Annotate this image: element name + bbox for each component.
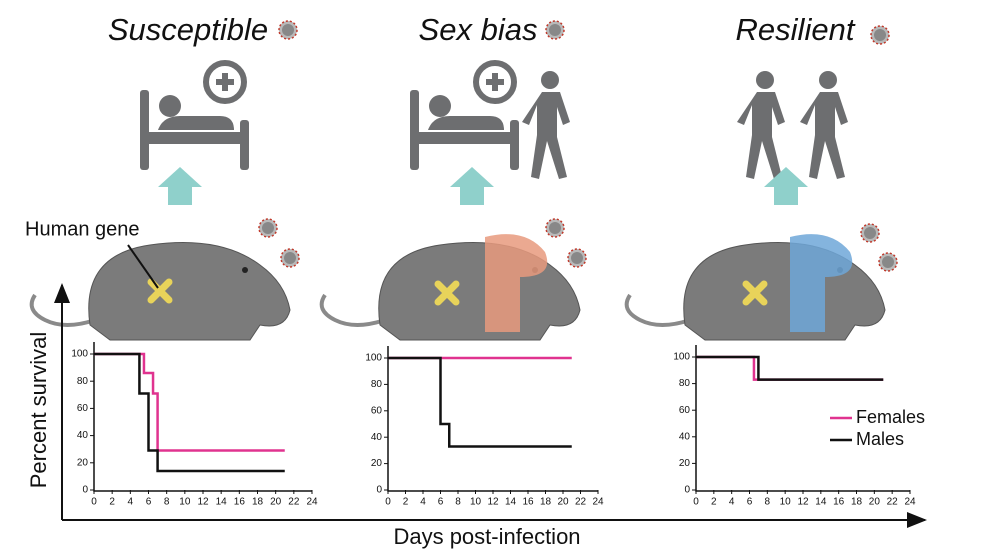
x-tick-label: 20 bbox=[869, 497, 881, 508]
x-tick-label: 8 bbox=[765, 497, 771, 508]
legend-label: Males bbox=[856, 429, 904, 449]
axis bbox=[93, 342, 312, 492]
x-tick-label: 14 bbox=[505, 497, 517, 508]
survival-line bbox=[696, 355, 884, 381]
x-tick-label: 2 bbox=[403, 497, 409, 508]
x-tick-label: 6 bbox=[747, 497, 753, 508]
x-tick-label: 10 bbox=[780, 497, 792, 508]
x-tick-label: 0 bbox=[385, 497, 391, 508]
x-tick-label: 16 bbox=[833, 497, 845, 508]
x-tick-label: 20 bbox=[270, 497, 282, 508]
x-tick-label: 24 bbox=[306, 497, 318, 508]
x-tick-label: 24 bbox=[592, 497, 604, 508]
survival-line bbox=[94, 352, 285, 452]
x-tick-label: 12 bbox=[797, 497, 809, 508]
y-tick-label: 60 bbox=[679, 405, 691, 416]
x-tick-label: 10 bbox=[179, 497, 191, 508]
x-tick-label: 12 bbox=[487, 497, 499, 508]
y-tick-label: 20 bbox=[77, 457, 89, 468]
y-tick-label: 100 bbox=[71, 349, 88, 360]
legend-label: Females bbox=[856, 407, 925, 427]
y-tick-label: 60 bbox=[371, 405, 383, 416]
x-tick-label: 8 bbox=[455, 497, 461, 508]
y-tick-label: 100 bbox=[365, 353, 382, 364]
x-tick-label: 18 bbox=[851, 497, 863, 508]
x-tick-label: 0 bbox=[91, 497, 97, 508]
x-tick-label: 12 bbox=[197, 497, 209, 508]
axis bbox=[387, 346, 598, 492]
panel-title: Resilient bbox=[736, 12, 856, 47]
x-tick-label: 14 bbox=[815, 497, 827, 508]
x-tick-label: 24 bbox=[904, 497, 916, 508]
y-tick-label: 40 bbox=[77, 430, 89, 441]
y-tick-label: 40 bbox=[371, 432, 383, 443]
y-tick-label: 100 bbox=[673, 352, 690, 363]
illustrations bbox=[29, 20, 898, 342]
y-tick-label: 0 bbox=[82, 485, 88, 496]
x-tick-label: 6 bbox=[438, 497, 444, 508]
x-tick-label: 16 bbox=[522, 497, 534, 508]
x-tick-label: 8 bbox=[164, 497, 170, 508]
x-tick-label: 2 bbox=[711, 497, 717, 508]
x-tick-label: 14 bbox=[216, 497, 228, 508]
survival-line bbox=[696, 355, 884, 381]
annotation: Human gene bbox=[25, 218, 140, 240]
y-tick-label: 60 bbox=[77, 403, 89, 414]
x-tick-label: 22 bbox=[575, 497, 587, 508]
x-tick-label: 0 bbox=[693, 497, 699, 508]
y-tick-label: 40 bbox=[679, 431, 691, 442]
x-tick-label: 22 bbox=[288, 497, 300, 508]
x-axis-label: Days post-infection bbox=[393, 524, 580, 549]
y-tick-label: 20 bbox=[371, 458, 383, 469]
x-tick-label: 18 bbox=[540, 497, 552, 508]
x-tick-label: 2 bbox=[109, 497, 115, 508]
y-tick-label: 80 bbox=[77, 376, 89, 387]
x-tick-label: 6 bbox=[146, 497, 152, 508]
panel-title: Sex bias bbox=[419, 12, 538, 47]
y-tick-label: 20 bbox=[679, 458, 691, 469]
x-tick-label: 16 bbox=[234, 497, 246, 508]
x-tick-label: 4 bbox=[128, 497, 134, 508]
x-tick-label: 20 bbox=[557, 497, 569, 508]
x-tick-label: 10 bbox=[470, 497, 482, 508]
x-tick-label: 4 bbox=[420, 497, 426, 508]
y-tick-label: 80 bbox=[679, 378, 691, 389]
survival-line bbox=[388, 356, 572, 448]
x-tick-label: 18 bbox=[252, 497, 264, 508]
survival-line bbox=[94, 352, 285, 473]
y-tick-label: 80 bbox=[371, 379, 383, 390]
x-tick-label: 4 bbox=[729, 497, 735, 508]
x-tick-label: 22 bbox=[887, 497, 899, 508]
y-tick-label: 0 bbox=[376, 485, 382, 496]
panel-title: Susceptible bbox=[108, 12, 268, 47]
y-axis-label: Percent survival bbox=[26, 332, 51, 489]
y-tick-label: 0 bbox=[684, 485, 690, 496]
